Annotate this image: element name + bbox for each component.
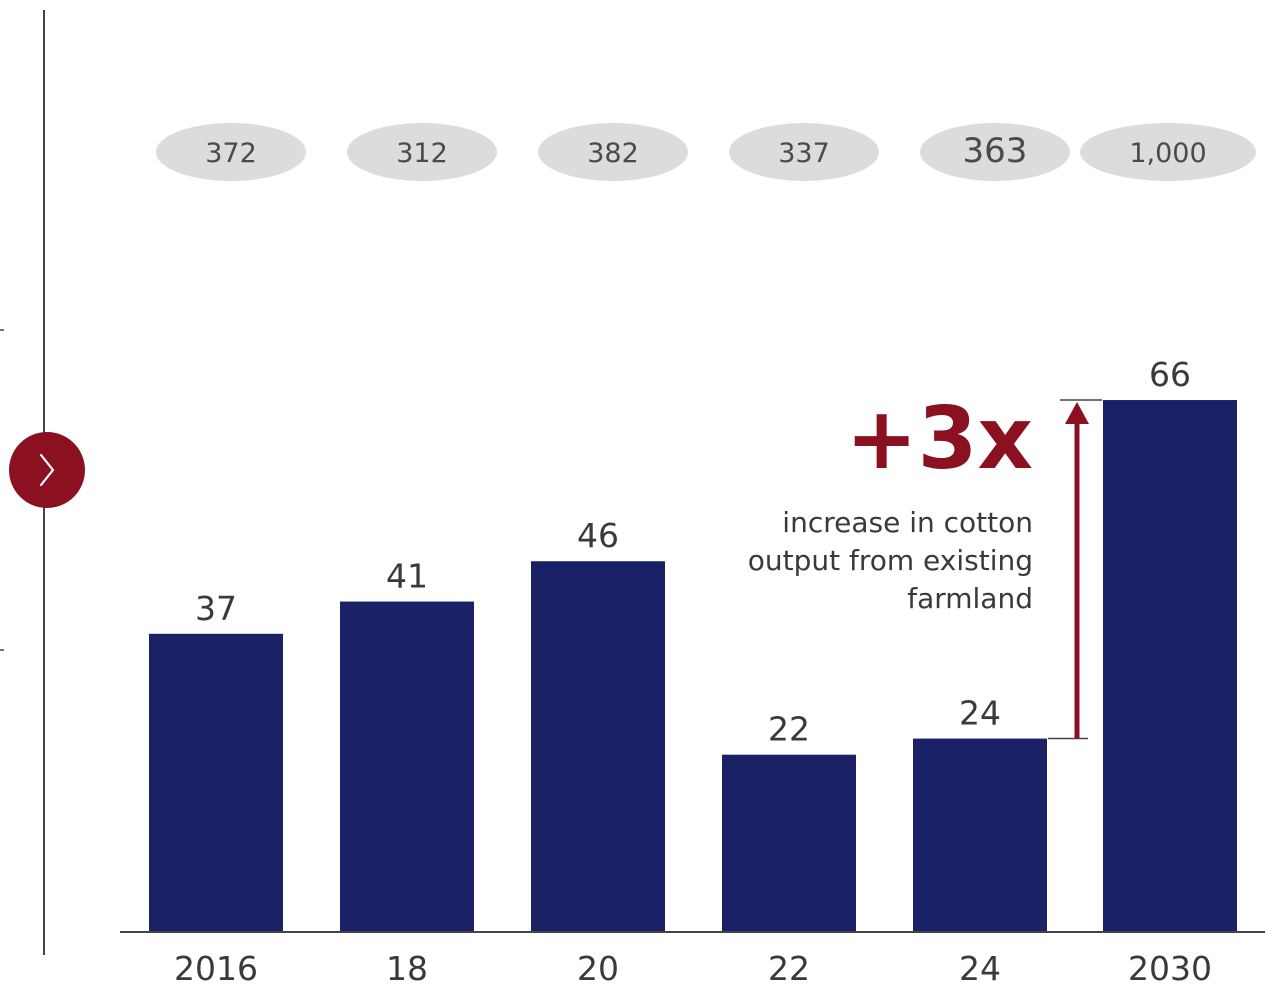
- value-label-2030: 66: [1149, 355, 1191, 394]
- bar-2030: [1103, 400, 1237, 932]
- x-tick-20: 20: [577, 949, 619, 988]
- bars: [149, 400, 1237, 932]
- top-value-pills: 372 312 382 337 363 1,000: [156, 123, 1256, 181]
- top-pill-value: 363: [963, 131, 1028, 171]
- bar-2016: [149, 633, 283, 932]
- value-label-20: 46: [577, 516, 619, 555]
- top-pill-18: 312: [347, 123, 497, 181]
- annotation-line-2: output from existing: [748, 544, 1033, 577]
- top-pill-value: 372: [205, 138, 257, 169]
- x-tick-24: 24: [959, 949, 1001, 988]
- top-pill-shape: [347, 123, 497, 181]
- x-tick-22: 22: [768, 949, 810, 988]
- value-label-24: 24: [959, 694, 1001, 733]
- x-tick-labels: 2016 18 20 22 24 2030: [174, 949, 1212, 988]
- x-tick-2030: 2030: [1128, 949, 1212, 988]
- next-button[interactable]: [9, 432, 85, 508]
- value-label-2016: 37: [195, 589, 237, 628]
- top-pill-shape: [1080, 123, 1256, 181]
- growth-annotation: +3x increase in cotton output from exist…: [748, 389, 1102, 740]
- annotation-line-1: increase in cotton: [782, 506, 1033, 539]
- x-tick-2016: 2016: [174, 949, 258, 988]
- annotation-line-3: farmland: [907, 582, 1033, 615]
- bar-24: [913, 738, 1047, 932]
- top-pill-shape: [156, 123, 306, 181]
- bar-22: [722, 754, 856, 932]
- top-pill-24: 363: [920, 123, 1070, 181]
- top-pill-value: 382: [587, 138, 639, 169]
- top-pill-2030: 1,000: [1080, 123, 1256, 181]
- next-button-circle[interactable]: [9, 432, 85, 508]
- value-label-22: 22: [768, 710, 810, 749]
- top-pill-value: 337: [778, 138, 830, 169]
- top-pill-shape: [729, 123, 879, 181]
- value-labels: 37 41 46 22 24 66: [195, 355, 1191, 749]
- top-pill-value: 1,000: [1129, 138, 1206, 169]
- multiplier-label: +3x: [846, 389, 1033, 489]
- value-label-18: 41: [386, 557, 428, 596]
- top-pill-2016: 372: [156, 123, 306, 181]
- growth-arrow-head-icon: [1065, 402, 1089, 425]
- bar-18: [340, 601, 474, 932]
- bar-20: [531, 561, 665, 932]
- top-pill-22: 337: [729, 123, 879, 181]
- top-pill-shape: [920, 123, 1070, 181]
- x-tick-18: 18: [386, 949, 428, 988]
- top-pill-value: 312: [396, 138, 448, 169]
- chevron-right-icon: [39, 453, 55, 487]
- top-pill-20: 382: [538, 123, 688, 181]
- top-pill-shape: [538, 123, 688, 181]
